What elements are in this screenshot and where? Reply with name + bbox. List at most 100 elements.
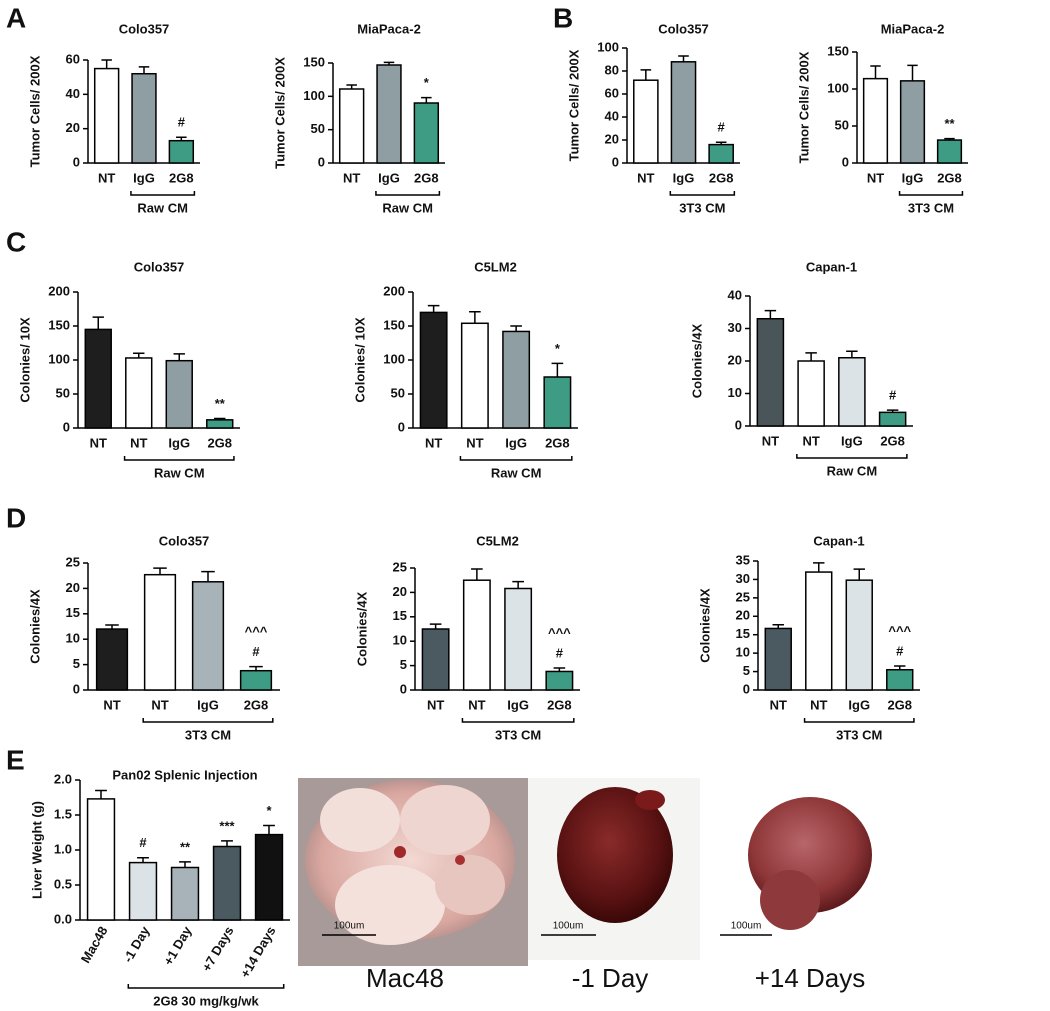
bar	[502, 330, 531, 429]
group-bracket	[123, 456, 235, 461]
x-tick-label: IgG	[507, 697, 529, 712]
error-bar	[427, 304, 440, 313]
error-bar	[512, 580, 524, 589]
y-tick-label: 5	[400, 657, 407, 672]
error-bar	[221, 840, 233, 847]
x-tick-label: 2G8	[244, 697, 269, 712]
panel-label: A	[6, 2, 26, 33]
bar	[125, 357, 153, 429]
x-tick-label: NT	[802, 433, 819, 448]
chart-title: Capan-1	[813, 533, 864, 548]
error-bar	[551, 362, 564, 377]
y-axis-label: Tumor Cells/ 200X	[272, 57, 287, 169]
y-tick-label: 0	[398, 419, 405, 434]
chart-title: MiaPaca-2	[881, 21, 945, 36]
x-tick-label: NT	[130, 435, 147, 450]
bar	[633, 79, 659, 164]
x-tick-label: IgG	[133, 170, 155, 185]
group-label: 3T3 CM	[185, 727, 231, 742]
error-bar	[715, 141, 727, 145]
error-bar	[383, 61, 395, 65]
bar	[86, 798, 116, 921]
significance-marker: **	[944, 116, 955, 131]
panel-label: B	[553, 2, 573, 33]
bar	[239, 669, 273, 691]
scale-bar-label: 100um	[334, 921, 365, 932]
group-bracket	[127, 984, 285, 989]
error-bar	[429, 623, 442, 629]
y-tick-label: 20	[393, 584, 407, 599]
significance-marker: #	[252, 644, 260, 659]
bar	[165, 359, 193, 429]
significance-marker: ***	[219, 818, 235, 833]
group-label: Raw CM	[154, 465, 205, 480]
photo-caption: -1 Day	[572, 963, 649, 993]
error-bar	[138, 66, 150, 74]
photo-caption: Mac48	[366, 963, 444, 993]
bar	[708, 143, 734, 164]
y-axis-label: Tumor Cells/ 200X	[27, 55, 42, 167]
bar	[460, 322, 489, 429]
bar	[878, 411, 907, 427]
x-tick-label: -1 Day	[120, 923, 153, 965]
y-tick-label: 60	[605, 85, 619, 100]
group-label: Raw CM	[491, 465, 542, 480]
group-label: 3T3 CM	[908, 200, 954, 215]
significance-marker: *	[266, 803, 272, 818]
bar	[338, 88, 365, 164]
error-bar	[846, 350, 858, 358]
bar	[862, 77, 889, 164]
error-bar	[133, 352, 145, 358]
error-bar	[553, 667, 566, 672]
group-bracket	[130, 191, 196, 196]
error-bar	[805, 352, 817, 361]
x-tick-label: 2G8	[709, 170, 734, 185]
y-tick-label: 40	[605, 108, 619, 123]
error-bar	[176, 136, 187, 141]
bar	[131, 72, 157, 164]
x-tick-label: 2G8	[545, 435, 570, 450]
y-axis-label: Colonies/ 10X	[352, 317, 367, 403]
error-bar	[101, 59, 112, 69]
significance-marker: **	[215, 396, 226, 411]
bar	[936, 139, 963, 164]
error-bar	[214, 417, 226, 420]
bar	[845, 579, 873, 691]
y-tick-label: 60	[66, 51, 80, 66]
photo-caption: +14 Days	[755, 963, 866, 993]
error-bar	[173, 353, 185, 361]
y-tick-label: 0	[842, 154, 849, 169]
bar	[170, 866, 200, 921]
bar	[93, 67, 120, 164]
chart-title: Colo357	[119, 21, 170, 36]
y-tick-label: 2.0	[54, 771, 72, 786]
y-axis-label: Liver Weight (g)	[29, 801, 44, 899]
error-bar	[201, 570, 215, 582]
y-tick-label: 80	[605, 62, 619, 77]
y-tick-label: 0.5	[54, 876, 72, 891]
error-bar	[471, 568, 483, 581]
significance-marker: ^^^	[245, 624, 268, 639]
chart-title: Colo357	[658, 21, 709, 36]
error-bar	[249, 665, 263, 671]
error-bar	[772, 624, 784, 629]
y-tick-label: 10	[66, 631, 80, 646]
x-tick-label: NT	[427, 697, 444, 712]
error-bar	[894, 665, 906, 670]
x-tick-label: NT	[810, 697, 827, 712]
bar	[128, 861, 158, 921]
error-bar	[678, 55, 689, 62]
group-label: 2G8 30 mg/kg/wk	[153, 993, 259, 1008]
x-tick-label: NT	[425, 435, 442, 450]
y-tick-label: 100	[303, 88, 325, 103]
x-tick-label: 2G8	[547, 697, 572, 712]
bar	[764, 627, 792, 691]
x-tick-label: IgG	[673, 170, 695, 185]
chart-title: MiaPaca-2	[357, 21, 421, 36]
y-tick-label: 30	[736, 571, 750, 586]
chart-title: C5LM2	[476, 533, 519, 548]
x-tick-label: NT	[90, 435, 107, 450]
error-bar	[907, 64, 918, 81]
error-bar	[105, 624, 119, 630]
